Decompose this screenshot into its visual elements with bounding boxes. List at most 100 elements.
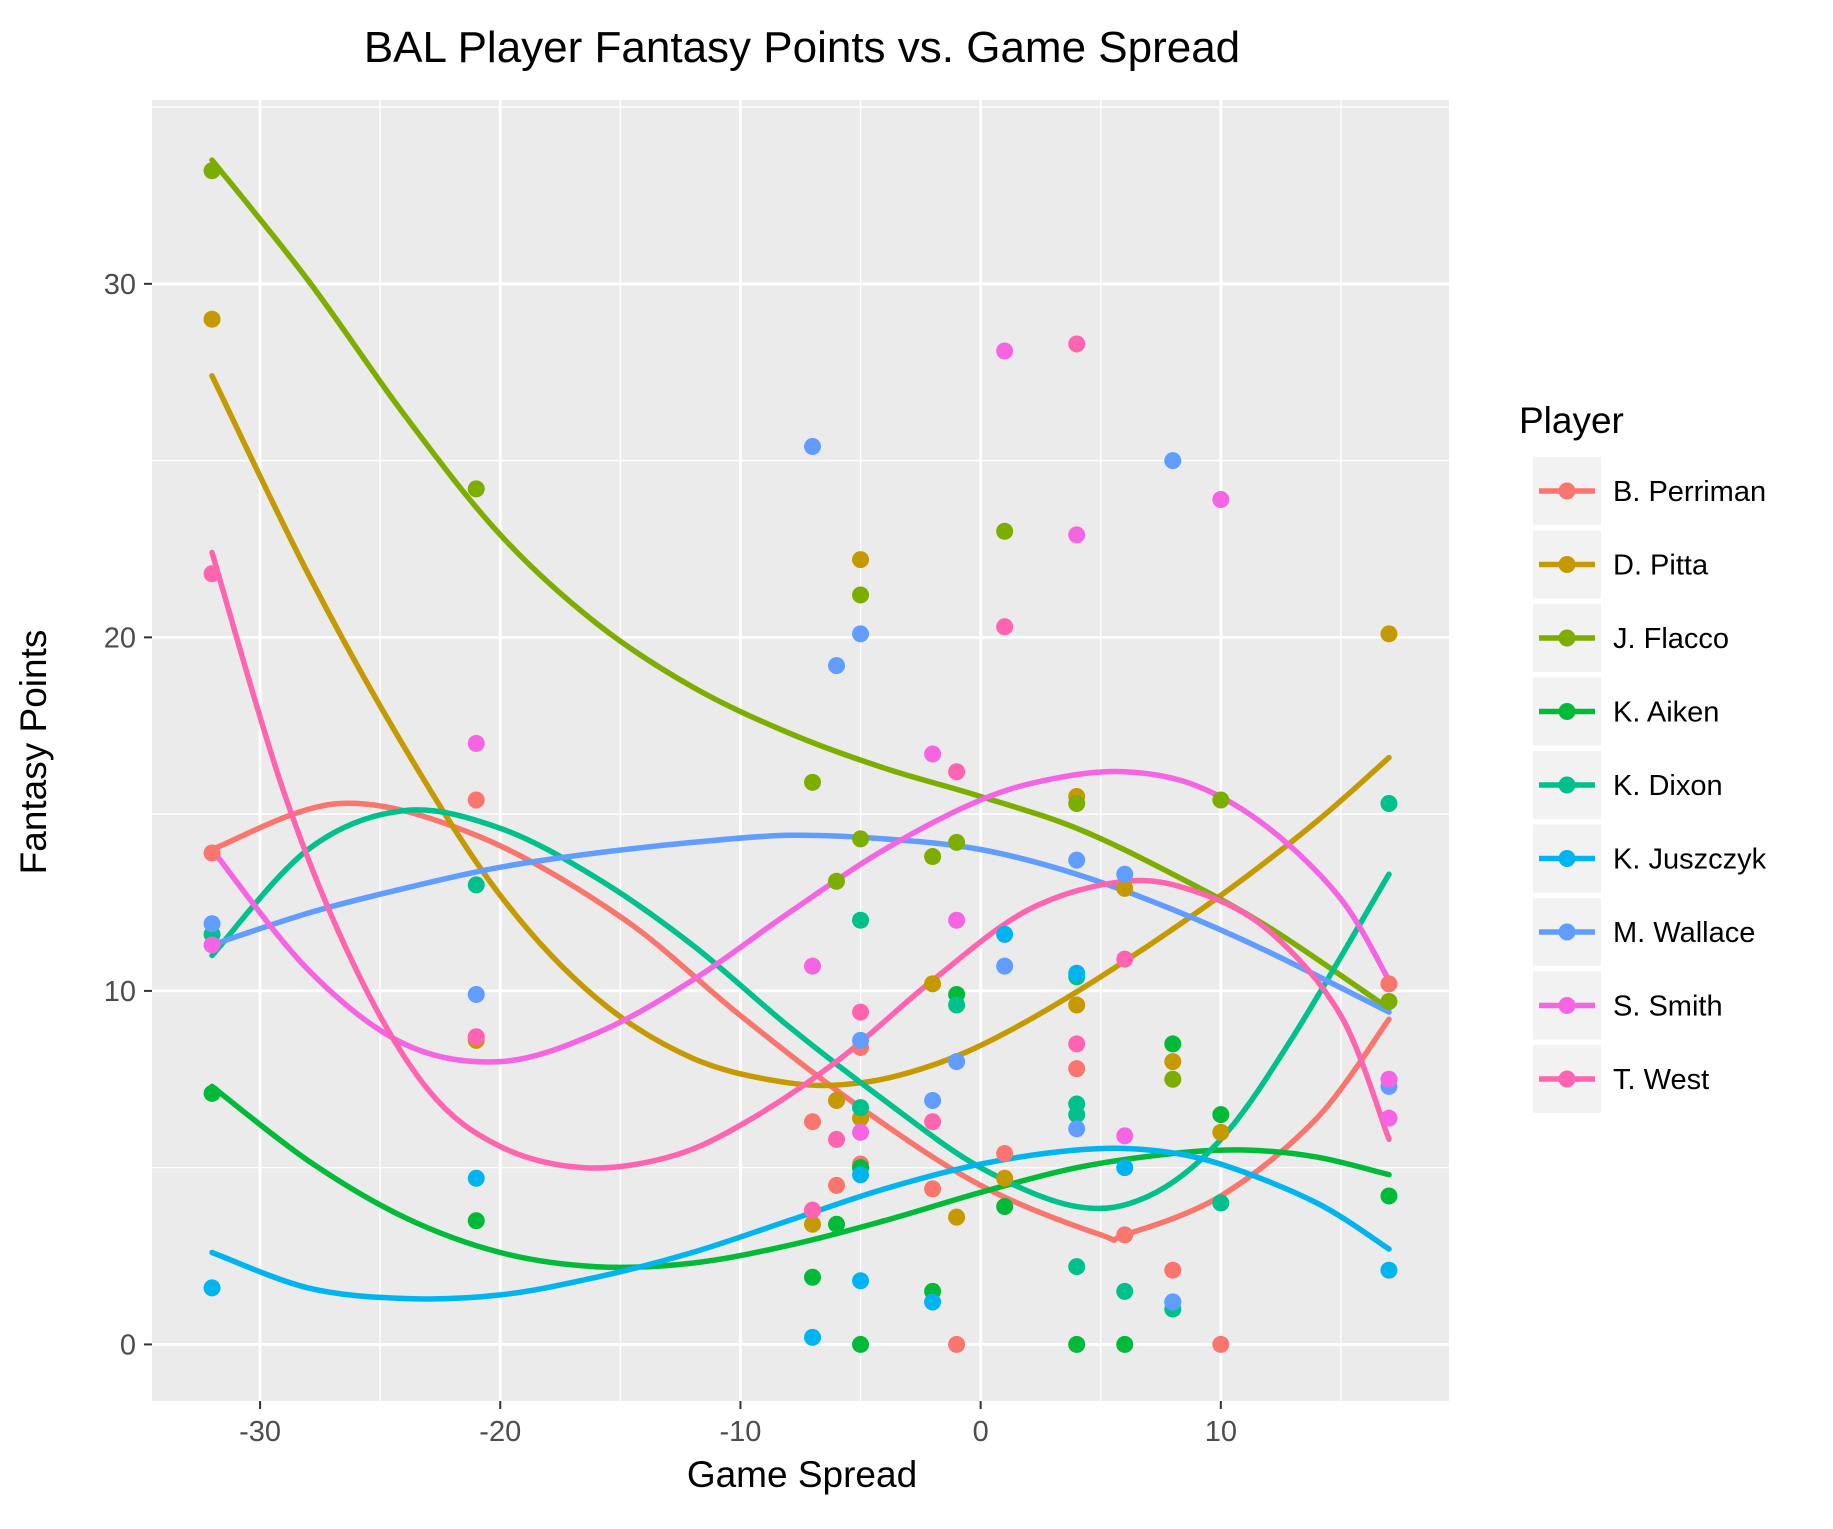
- data-point-d-pitta: [1068, 997, 1085, 1014]
- data-point-d-pitta: [828, 1092, 845, 1109]
- data-point-k-juszczyk: [852, 1272, 869, 1289]
- data-point-k-juszczyk: [204, 1279, 221, 1296]
- data-point-j-flacco: [948, 834, 965, 851]
- data-point-j-flacco: [924, 848, 941, 865]
- data-point-b-perriman: [1068, 1060, 1085, 1077]
- data-point-b-perriman: [204, 845, 221, 862]
- data-point-k-aiken: [204, 1085, 221, 1102]
- plot-panel: [152, 100, 1449, 1401]
- data-point-d-pitta: [852, 551, 869, 568]
- data-point-j-flacco: [852, 830, 869, 847]
- data-point-k-dixon: [1116, 1283, 1133, 1300]
- data-point-j-flacco: [204, 162, 221, 179]
- data-point-s-smith: [924, 746, 941, 763]
- y-tick-label: 30: [104, 269, 136, 301]
- data-point-j-flacco: [804, 774, 821, 791]
- legend-dot-s-smith: [1559, 997, 1576, 1014]
- legend-dot-j-flacco: [1559, 630, 1576, 647]
- data-point-m-wallace: [924, 1092, 941, 1109]
- data-point-s-smith: [1380, 1071, 1397, 1088]
- data-point-s-smith: [204, 936, 221, 953]
- x-tick-label: -10: [719, 1416, 761, 1448]
- data-point-k-juszczyk: [1116, 1159, 1133, 1176]
- data-point-t-west: [1068, 1035, 1085, 1052]
- data-point-j-flacco: [1212, 791, 1229, 808]
- data-point-j-flacco: [828, 873, 845, 890]
- data-point-m-wallace: [1068, 1120, 1085, 1137]
- data-point-m-wallace: [852, 1032, 869, 1049]
- data-point-k-aiken: [1164, 1035, 1181, 1052]
- data-point-k-juszczyk: [804, 1329, 821, 1346]
- data-point-s-smith: [1212, 491, 1229, 508]
- data-point-s-smith: [1380, 1110, 1397, 1127]
- data-point-m-wallace: [1068, 852, 1085, 869]
- x-axis-title: Game Spread: [687, 1454, 917, 1495]
- data-point-b-perriman: [828, 1177, 845, 1194]
- data-point-m-wallace: [828, 657, 845, 674]
- data-point-t-west: [804, 1202, 821, 1219]
- data-point-m-wallace: [468, 986, 485, 1003]
- data-point-k-aiken: [1116, 1336, 1133, 1353]
- data-point-m-wallace: [1116, 866, 1133, 883]
- data-point-k-aiken: [468, 1212, 485, 1229]
- data-point-m-wallace: [948, 1053, 965, 1070]
- data-point-b-perriman: [924, 1180, 941, 1197]
- legend-dot-t-west: [1559, 1071, 1576, 1088]
- data-point-s-smith: [948, 912, 965, 929]
- data-point-m-wallace: [852, 625, 869, 642]
- data-point-k-aiken: [996, 1198, 1013, 1215]
- data-point-m-wallace: [204, 915, 221, 932]
- data-point-s-smith: [1068, 526, 1085, 543]
- data-point-k-aiken: [1212, 1106, 1229, 1123]
- data-point-j-flacco: [852, 586, 869, 603]
- data-point-t-west: [996, 618, 1013, 635]
- data-point-t-west: [468, 1028, 485, 1045]
- data-point-t-west: [1116, 951, 1133, 968]
- legend-label-m-wallace: M. Wallace: [1613, 917, 1755, 949]
- data-point-k-dixon: [1068, 1258, 1085, 1275]
- legend-dot-k-juszczyk: [1559, 850, 1576, 867]
- data-point-k-juszczyk: [468, 1170, 485, 1187]
- data-point-d-pitta: [948, 1209, 965, 1226]
- legend-label-s-smith: S. Smith: [1613, 991, 1723, 1023]
- data-point-k-aiken: [852, 1336, 869, 1353]
- legend-label-t-west: T. West: [1613, 1064, 1709, 1096]
- data-point-s-smith: [804, 958, 821, 975]
- data-point-k-aiken: [804, 1269, 821, 1286]
- legend-title: Player: [1519, 400, 1624, 441]
- data-point-b-perriman: [1164, 1262, 1181, 1279]
- data-point-m-wallace: [1164, 1294, 1181, 1311]
- data-point-d-pitta: [1212, 1124, 1229, 1141]
- data-point-k-dixon: [468, 876, 485, 893]
- data-point-d-pitta: [924, 975, 941, 992]
- legend-dot-b-perriman: [1559, 483, 1576, 500]
- data-point-j-flacco: [468, 480, 485, 497]
- legend-label-j-flacco: J. Flacco: [1613, 623, 1729, 655]
- data-point-s-smith: [1116, 1127, 1133, 1144]
- data-point-b-perriman: [996, 1145, 1013, 1162]
- data-point-b-perriman: [1116, 1226, 1133, 1243]
- data-point-k-juszczyk: [852, 1166, 869, 1183]
- data-point-j-flacco: [1380, 993, 1397, 1010]
- data-point-t-west: [924, 1113, 941, 1130]
- x-tick-label: 10: [1205, 1416, 1237, 1448]
- data-point-k-aiken: [828, 1216, 845, 1233]
- y-axis-title: Fantasy Points: [13, 630, 54, 875]
- legend-label-k-juszczyk: K. Juszczyk: [1613, 844, 1767, 876]
- data-point-d-pitta: [996, 1170, 1013, 1187]
- data-point-j-flacco: [1068, 795, 1085, 812]
- data-point-t-west: [948, 763, 965, 780]
- data-point-t-west: [852, 1004, 869, 1021]
- data-point-t-west: [204, 565, 221, 582]
- x-tick-label: 0: [973, 1416, 989, 1448]
- legend-label-k-aiken: K. Aiken: [1613, 697, 1719, 729]
- data-point-s-smith: [852, 1124, 869, 1141]
- data-point-d-pitta: [204, 311, 221, 328]
- data-point-b-perriman: [804, 1113, 821, 1130]
- data-point-k-dixon: [852, 1099, 869, 1116]
- data-point-t-west: [1068, 335, 1085, 352]
- data-point-k-dixon: [852, 912, 869, 929]
- data-point-d-pitta: [1380, 625, 1397, 642]
- data-point-m-wallace: [804, 438, 821, 455]
